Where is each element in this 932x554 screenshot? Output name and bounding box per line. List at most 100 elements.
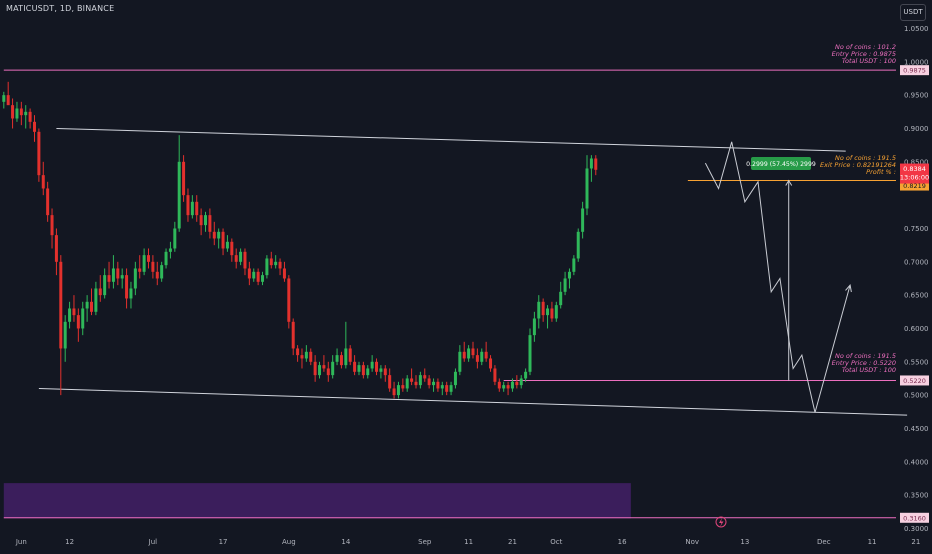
candle-body bbox=[537, 301, 541, 319]
x-tick-label: Dec bbox=[817, 538, 831, 546]
candle-body bbox=[335, 355, 339, 362]
candle bbox=[576, 228, 580, 262]
candle-body bbox=[554, 305, 558, 319]
candle-body bbox=[133, 268, 137, 289]
candle-body bbox=[440, 385, 444, 389]
candle-body bbox=[326, 368, 330, 376]
candle-body bbox=[103, 275, 107, 296]
candle bbox=[581, 201, 585, 239]
candle-body bbox=[357, 365, 361, 372]
candle-body bbox=[19, 108, 23, 116]
candle-body bbox=[116, 268, 120, 279]
candle bbox=[129, 281, 133, 309]
candle-body bbox=[76, 315, 80, 329]
candle-body bbox=[392, 388, 396, 396]
candle bbox=[98, 275, 102, 302]
exit-annotation-line-1: No of coins : 191.5 bbox=[835, 154, 896, 162]
y-tick-label: 1.0000 bbox=[904, 58, 929, 66]
candle-body bbox=[37, 131, 41, 176]
candle bbox=[147, 248, 151, 269]
candle bbox=[326, 361, 330, 382]
candle bbox=[304, 345, 308, 362]
candle bbox=[370, 355, 374, 372]
support-price-badge-text: 0.5220 bbox=[903, 377, 926, 385]
candle bbox=[6, 81, 10, 106]
candle-body bbox=[269, 258, 273, 266]
x-tick-label: 11 bbox=[868, 538, 877, 546]
candle bbox=[436, 378, 440, 392]
candle-body bbox=[519, 378, 523, 386]
candle bbox=[138, 255, 142, 279]
candle-body bbox=[510, 381, 514, 389]
candle-body bbox=[546, 308, 550, 316]
candle-body bbox=[265, 258, 269, 276]
support-price-badge-bg bbox=[900, 375, 929, 386]
candle-body bbox=[300, 355, 304, 359]
x-tick-label: 21 bbox=[508, 538, 517, 546]
currency-button[interactable]: USDT bbox=[900, 4, 926, 21]
candle bbox=[559, 281, 563, 309]
current-price-countdown: 13:06:00 bbox=[900, 174, 929, 182]
candle-body bbox=[339, 355, 343, 366]
x-tick-label: 11 bbox=[464, 538, 473, 546]
x-tick-label: Jun bbox=[15, 538, 27, 546]
candle bbox=[221, 228, 225, 256]
y-tick-label: 0.9000 bbox=[904, 125, 929, 133]
candle-body bbox=[282, 268, 286, 279]
candle bbox=[423, 368, 427, 382]
candle-body bbox=[138, 268, 142, 272]
y-tick-label: 0.8500 bbox=[904, 158, 929, 166]
candle-body bbox=[388, 375, 392, 389]
candle-body bbox=[182, 161, 186, 196]
candle-body bbox=[532, 318, 536, 336]
candle-body bbox=[247, 268, 251, 279]
candle bbox=[217, 228, 221, 249]
y-tick-label: 0.6000 bbox=[904, 325, 929, 333]
exit-price-badge-bg bbox=[900, 180, 929, 191]
candle bbox=[344, 321, 348, 369]
candle-body bbox=[212, 231, 216, 239]
candle bbox=[396, 381, 400, 399]
candle bbox=[46, 181, 50, 222]
candle-body bbox=[168, 248, 172, 252]
y-tick-label: 0.4000 bbox=[904, 458, 929, 466]
candle-body bbox=[11, 105, 15, 119]
candle bbox=[142, 248, 146, 276]
candle bbox=[160, 261, 164, 282]
entry-price-badge-bg bbox=[900, 65, 929, 76]
candle-body bbox=[379, 368, 383, 372]
candle bbox=[296, 345, 300, 362]
candle-body bbox=[72, 308, 76, 316]
candle bbox=[50, 208, 54, 249]
candle-body bbox=[142, 255, 146, 272]
candle bbox=[54, 228, 58, 276]
candle-body bbox=[344, 348, 348, 366]
candle bbox=[37, 128, 41, 182]
candle bbox=[68, 301, 72, 329]
candle-body bbox=[309, 351, 313, 362]
candle bbox=[515, 375, 519, 389]
candle bbox=[440, 381, 444, 396]
candle bbox=[366, 365, 370, 379]
candle bbox=[532, 311, 536, 342]
candle bbox=[103, 268, 107, 299]
candle-body bbox=[94, 288, 98, 312]
x-tick-label: 21 bbox=[911, 538, 920, 546]
candle bbox=[401, 378, 405, 392]
candle bbox=[585, 155, 589, 216]
candle bbox=[261, 271, 265, 286]
exit-price-badge: 0.8219 bbox=[900, 180, 929, 191]
channel-lower-line bbox=[38, 387, 908, 416]
candle bbox=[133, 261, 137, 296]
bottom-price-badge-text: 0.3160 bbox=[903, 514, 926, 522]
candle-body bbox=[541, 301, 545, 316]
candle bbox=[195, 195, 199, 222]
candle bbox=[589, 155, 593, 182]
candle-body bbox=[410, 378, 414, 382]
candle bbox=[375, 358, 379, 376]
candle bbox=[357, 361, 361, 376]
profit-badge: 0.2999 (57.45%) 2999 bbox=[746, 157, 816, 170]
